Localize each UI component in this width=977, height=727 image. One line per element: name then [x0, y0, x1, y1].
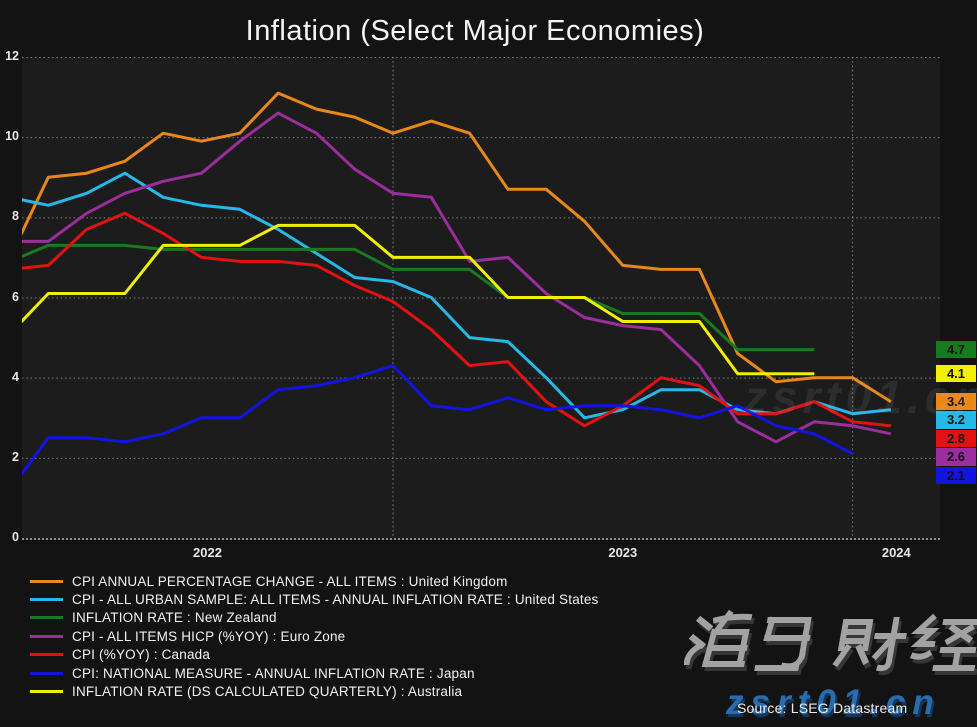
series-line-japan: [22, 364, 854, 477]
legend-label: CPI: NATIONAL MEASURE - ANNUAL INFLATION…: [72, 665, 475, 681]
y-tick-label: 0: [12, 530, 19, 544]
series-line-australia: [22, 223, 815, 376]
series-line-canada: [22, 211, 892, 428]
end-value-label: 2.6: [936, 448, 976, 466]
end-value-label: 3.2: [936, 411, 976, 429]
legend-color-line: [30, 690, 63, 694]
plot-svg: [22, 57, 940, 538]
end-value-label: 2.8: [936, 429, 976, 448]
legend: CPI ANNUAL PERCENTAGE CHANGE - ALL ITEMS…: [30, 572, 599, 701]
y-tick-label: 10: [5, 129, 19, 144]
legend-label: CPI - ALL ITEMS HICP (%YOY) : Euro Zone: [72, 628, 346, 644]
series-line-euro-zone: [22, 111, 892, 444]
legend-label: INFLATION RATE (DS CALCULATED QUARTERLY)…: [72, 684, 463, 700]
legend-item: CPI ANNUAL PERCENTAGE CHANGE - ALL ITEMS…: [30, 572, 599, 590]
legend-item: CPI - ALL ITEMS HICP (%YOY) : Euro Zone: [30, 627, 599, 645]
watermark-site-text: zsrt01.cn: [726, 683, 941, 722]
x-tick-label: 2024: [881, 545, 911, 560]
series-line-united-states: [22, 171, 892, 420]
legend-color-line: [30, 579, 63, 583]
legend-label: CPI (%YOY) : Canada: [72, 647, 211, 663]
chart-title: Inflation (Select Major Economies): [245, 15, 705, 47]
legend-item: CPI (%YOY) : Canada: [30, 646, 599, 664]
legend-label: INFLATION RATE : New Zealand: [72, 610, 277, 626]
legend-item: INFLATION RATE : New Zealand: [30, 609, 599, 627]
y-tick-label: 4: [12, 369, 19, 384]
end-value-label: 4.1: [936, 364, 976, 383]
y-tick-label: 2: [12, 449, 19, 464]
y-tick-label: 12: [5, 49, 19, 63]
legend-item: CPI: NATIONAL MEASURE - ANNUAL INFLATION…: [30, 664, 599, 682]
legend-color-line: [30, 598, 63, 602]
watermark-brand-glyphs: [683, 609, 977, 676]
legend-color-line: [30, 634, 63, 638]
y-tick-label: 8: [12, 209, 19, 224]
plot-area: [22, 57, 940, 540]
x-tick-label: 2023: [608, 545, 638, 560]
series-line-united-kingdom: [22, 91, 892, 403]
end-value-label: 2.1: [936, 466, 976, 485]
watermark-brand: [683, 604, 977, 693]
legend-color-line: [30, 671, 63, 675]
end-value-label: 3.4: [936, 392, 976, 411]
x-tick-label: 2022: [193, 545, 222, 560]
legend-item: CPI - ALL URBAN SAMPLE: ALL ITEMS - ANNU…: [30, 590, 599, 608]
legend-label: CPI ANNUAL PERCENTAGE CHANGE - ALL ITEMS…: [72, 573, 508, 589]
legend-item: INFLATION RATE (DS CALCULATED QUARTERLY)…: [30, 682, 599, 700]
series-line-new-zealand: [22, 243, 815, 352]
legend-color-line: [30, 616, 63, 620]
legend-label: CPI - ALL URBAN SAMPLE: ALL ITEMS - ANNU…: [72, 592, 599, 608]
end-value-label: 4.7: [936, 340, 976, 359]
source-note: Source: LSEG Datastream: [737, 700, 908, 716]
legend-color-line: [30, 653, 63, 657]
y-tick-label: 6: [12, 289, 19, 304]
